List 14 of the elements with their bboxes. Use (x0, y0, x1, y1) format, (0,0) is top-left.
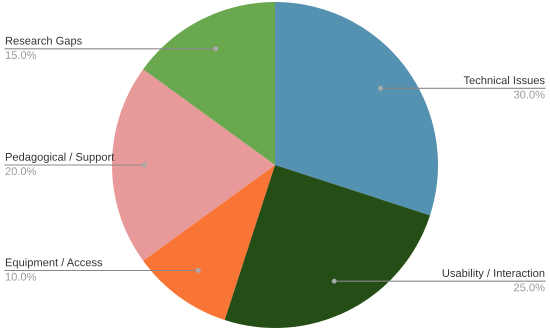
pie-slice (224, 165, 430, 328)
slice-label: Pedagogical / Support (6, 152, 114, 163)
data-label: 25.0% (514, 283, 545, 292)
slice-label: Usability / Interaction (442, 268, 544, 280)
pie-slice (143, 2, 275, 165)
data-label: 15.0% (6, 51, 36, 59)
pie-slice (275, 2, 438, 216)
pie-slice (143, 165, 275, 320)
slice-label: Technical Issues (464, 76, 545, 84)
data-label: 20.0% (6, 167, 36, 176)
slice-label: Research Gaps (6, 36, 82, 47)
data-label: 10.0% (6, 272, 36, 281)
slice-label: Equipment / Access (6, 258, 102, 268)
data-label: 30.0% (514, 90, 545, 99)
